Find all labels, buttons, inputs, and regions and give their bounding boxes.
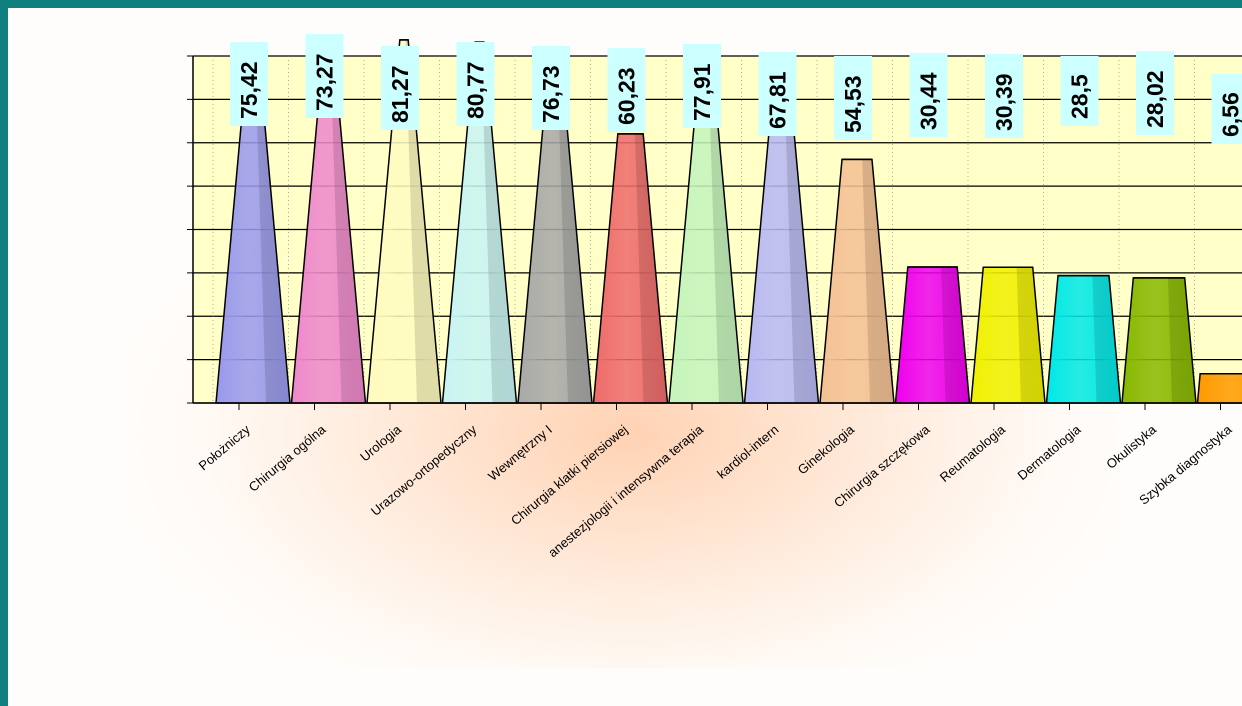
bars	[215, 39, 1242, 404]
bar-shade-2	[331, 75, 366, 404]
value-label-group-5: 76,73	[532, 46, 570, 130]
bar-shade-8	[784, 100, 819, 403]
category-label: kardiol-intern	[714, 422, 781, 482]
value-label-group-4: 80,77	[456, 42, 495, 126]
value-label-box	[1060, 56, 1099, 126]
value-label-box	[305, 34, 344, 118]
value-label-box	[456, 42, 495, 126]
value-label-group-11: 30,39	[985, 54, 1023, 138]
category-label: Okulistyka	[1103, 421, 1159, 472]
axes	[187, 55, 1242, 410]
category-label: Położniczy	[196, 421, 254, 473]
bar-shade-11	[1016, 267, 1045, 403]
category-label: Wewnętrzny I	[485, 422, 555, 484]
value-label-box	[909, 53, 948, 137]
value-label: 28,02	[1142, 70, 1168, 128]
value-label-group-9: 54,53	[834, 56, 872, 140]
value-label-group-8: 67,81	[758, 52, 797, 136]
value-label: 30,44	[916, 72, 942, 130]
category-label: Ginekologia	[795, 421, 858, 477]
bar-shade-4	[481, 42, 517, 403]
category-label: Reumatologia	[937, 421, 1009, 485]
cone-bar-chart: 75,42 73,27 81,27 80,77 76,73 60,23 77,91 67,81…	[187, 34, 1242, 560]
value-label: 73,27	[312, 53, 338, 111]
value-label: 30,39	[991, 73, 1017, 131]
value-label-group-3: 81,27	[381, 46, 419, 130]
value-label: 28,5	[1067, 74, 1093, 119]
value-label-box	[985, 54, 1023, 138]
value-label: 81,27	[387, 65, 413, 123]
value-label: 67,81	[765, 71, 791, 129]
value-label-group-13: 28,02	[1136, 51, 1174, 135]
value-label: 6,56	[1218, 92, 1242, 137]
bar-shade-3	[405, 39, 441, 404]
bar-shade-6	[634, 133, 668, 403]
value-label-box	[683, 44, 721, 128]
category-label: anestezjologii i intensywna terapia	[545, 421, 706, 560]
value-label-box	[607, 48, 646, 132]
value-label-box	[381, 46, 419, 130]
value-label: 77,91	[689, 63, 715, 121]
value-label-group-14: 6,56	[1211, 74, 1242, 144]
value-label-box	[1136, 51, 1174, 135]
value-label-group-1: 75,42	[230, 42, 268, 126]
bar-shade-5	[557, 60, 592, 404]
value-label-box	[1211, 74, 1242, 144]
bar-shade-7	[707, 54, 743, 403]
category-label: Chirurgia ogólna	[246, 421, 329, 494]
value-label: 80,77	[463, 61, 489, 119]
bar-shade-1	[255, 66, 290, 403]
category-label: Dermatologia	[1015, 421, 1084, 483]
value-label-group-6: 60,23	[607, 48, 646, 132]
value-label: 75,42	[236, 61, 262, 119]
value-labels: 75,42 73,27 81,27 80,77 76,73 60,23 77,91 67,81…	[230, 34, 1242, 144]
value-label-group-12: 28,5	[1060, 56, 1099, 126]
value-label-box	[230, 42, 268, 126]
value-label-box	[532, 46, 570, 130]
value-label: 54,53	[840, 75, 866, 133]
value-label-group-7: 77,91	[683, 44, 721, 128]
value-label-box	[834, 56, 872, 140]
value-label: 60,23	[614, 67, 640, 125]
value-label-group-10: 30,44	[909, 53, 948, 137]
bar-shade-10	[941, 267, 970, 403]
bar-shade-9	[862, 159, 894, 403]
value-label-group-2: 73,27	[305, 34, 344, 118]
bar-14	[1196, 372, 1242, 404]
bar-shade-12	[1092, 275, 1121, 403]
category-label: Urologia	[357, 421, 404, 464]
value-label: 76,73	[538, 65, 564, 123]
value-label-box	[758, 52, 797, 136]
bar-shade-13	[1167, 277, 1196, 403]
